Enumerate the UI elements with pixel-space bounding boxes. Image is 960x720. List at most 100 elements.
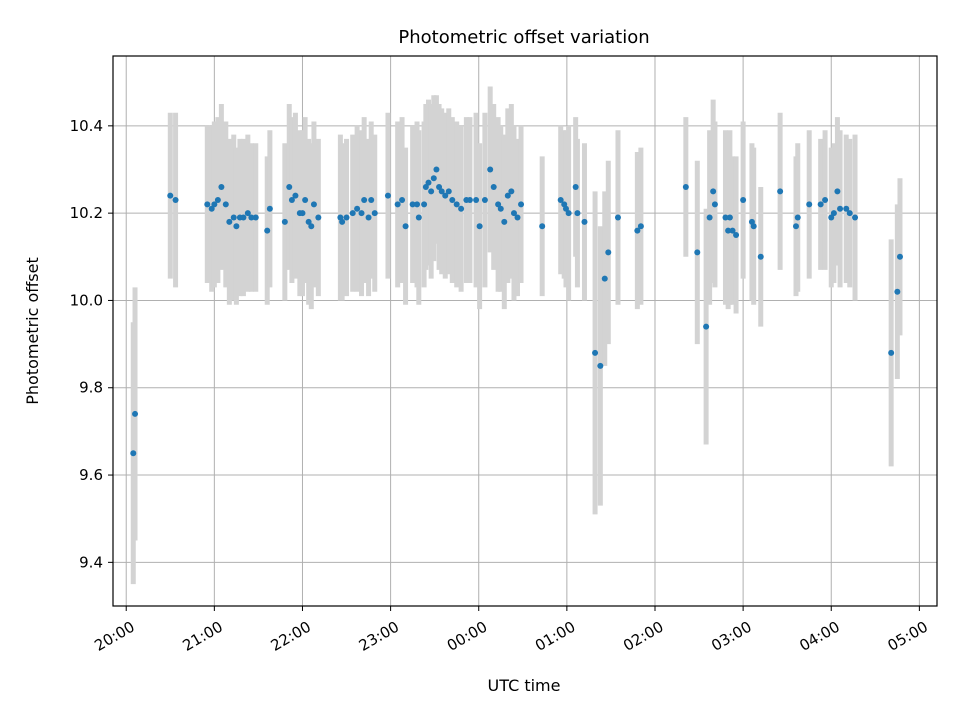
data-point xyxy=(233,223,240,230)
data-point xyxy=(130,450,137,457)
data-point xyxy=(487,166,494,173)
data-point xyxy=(682,183,689,190)
data-point xyxy=(476,223,483,230)
data-point xyxy=(349,210,356,217)
data-point xyxy=(305,218,312,225)
data-point xyxy=(428,188,435,195)
data-point xyxy=(601,275,608,282)
data-point xyxy=(706,214,713,221)
data-point xyxy=(740,197,747,204)
plot-frame xyxy=(112,55,938,607)
data-point xyxy=(458,205,465,212)
data-point xyxy=(896,253,903,260)
data-point xyxy=(888,349,895,356)
data-point xyxy=(218,183,225,190)
y-tick-label: 10.0 xyxy=(70,291,103,309)
data-point xyxy=(852,214,859,221)
data-point xyxy=(501,218,508,225)
data-point xyxy=(292,192,299,199)
y-axis-ticks: 9.4 9.6 9.8 10.0 10.2 10.4 xyxy=(70,117,113,571)
data-point xyxy=(371,210,378,217)
data-point xyxy=(794,214,801,221)
data-point xyxy=(837,205,844,212)
data-point xyxy=(354,205,361,212)
data-point xyxy=(222,201,229,208)
data-point xyxy=(562,205,569,212)
data-point xyxy=(504,192,511,199)
data-point xyxy=(399,197,406,204)
data-point xyxy=(442,192,449,199)
data-point xyxy=(288,197,295,204)
data-point xyxy=(281,218,288,225)
data-point xyxy=(572,183,579,190)
data-point xyxy=(726,214,733,221)
data-point xyxy=(490,183,497,190)
data-point xyxy=(421,201,428,208)
data-point xyxy=(358,210,365,217)
data-points xyxy=(130,166,903,457)
chart-title: Photometric offset variation xyxy=(398,27,649,48)
data-point xyxy=(339,218,346,225)
y-tick-label: 10.4 xyxy=(70,117,103,135)
data-point xyxy=(733,231,740,238)
data-point xyxy=(637,223,644,230)
data-point xyxy=(725,227,732,234)
data-point xyxy=(777,188,784,195)
data-point xyxy=(394,201,401,208)
data-point xyxy=(453,201,460,208)
data-point xyxy=(248,214,255,221)
data-point xyxy=(634,227,641,234)
data-point xyxy=(792,223,799,230)
data-point xyxy=(244,210,251,217)
data-point xyxy=(711,201,718,208)
data-point xyxy=(473,197,480,204)
data-point xyxy=(343,214,350,221)
data-point xyxy=(557,197,564,204)
data-point xyxy=(497,205,504,212)
data-point xyxy=(368,197,375,204)
data-point xyxy=(422,183,429,190)
y-tick-label: 10.2 xyxy=(70,204,103,222)
data-point xyxy=(365,214,372,221)
data-point xyxy=(817,201,824,208)
data-point xyxy=(384,192,391,199)
data-point xyxy=(481,197,488,204)
data-point xyxy=(214,197,221,204)
data-point xyxy=(466,197,473,204)
data-point xyxy=(495,201,502,208)
data-point xyxy=(230,214,237,221)
data-point xyxy=(894,288,901,295)
data-point xyxy=(822,197,829,204)
data-point xyxy=(425,179,432,186)
data-point xyxy=(514,214,521,221)
data-point xyxy=(510,210,517,217)
data-point xyxy=(438,188,445,195)
data-point xyxy=(264,227,271,234)
data-point xyxy=(302,197,309,204)
data-point xyxy=(315,214,322,221)
data-point xyxy=(581,218,588,225)
data-point xyxy=(757,253,764,260)
y-tick-label: 9.4 xyxy=(79,553,103,571)
data-point xyxy=(409,201,416,208)
data-point xyxy=(592,349,599,356)
data-point xyxy=(226,218,233,225)
data-point xyxy=(565,210,572,217)
data-point xyxy=(211,201,218,208)
data-point xyxy=(286,183,293,190)
data-point xyxy=(172,197,179,204)
data-point xyxy=(830,210,837,217)
data-point xyxy=(240,214,247,221)
data-point xyxy=(445,188,452,195)
data-point xyxy=(574,210,581,217)
data-point xyxy=(132,410,139,417)
data-point xyxy=(843,205,850,212)
data-point xyxy=(299,210,306,217)
data-point xyxy=(310,201,317,208)
data-point xyxy=(167,192,174,199)
x-axis-label: UTC time xyxy=(488,676,561,695)
data-point xyxy=(204,201,211,208)
data-point xyxy=(433,166,440,173)
